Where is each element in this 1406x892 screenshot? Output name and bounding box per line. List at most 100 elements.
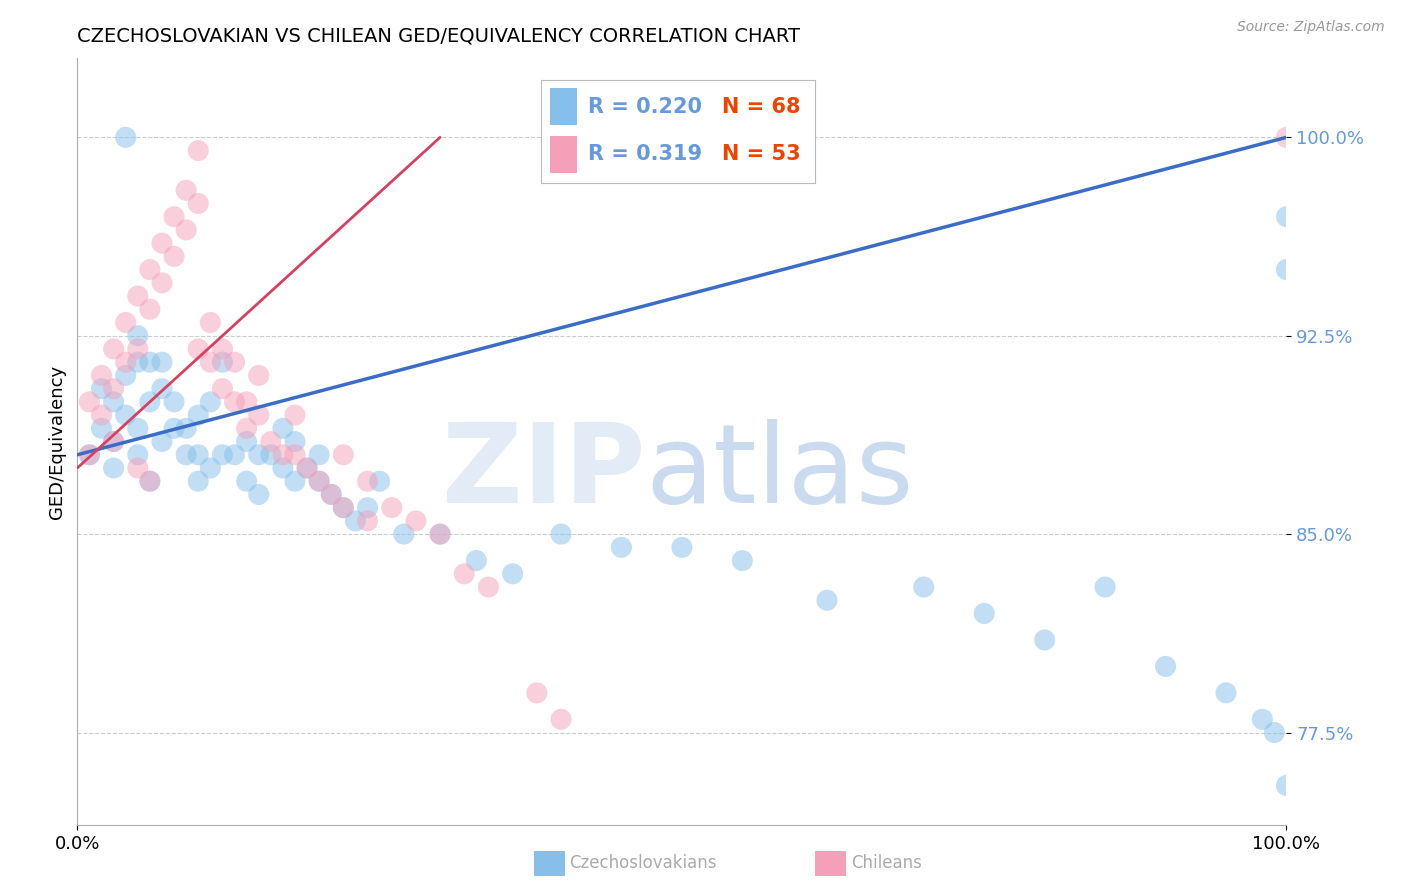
Point [163, 395, 186, 409]
Point [79, 448, 101, 462]
Point [174, 183, 197, 197]
Point [139, 395, 162, 409]
Point [465, 553, 488, 567]
Point [114, 355, 136, 369]
Point [247, 408, 270, 422]
Point [260, 448, 283, 462]
Point [1275, 779, 1298, 793]
Text: Czechoslovakians: Czechoslovakians [569, 855, 717, 872]
Point [163, 249, 186, 263]
Point [114, 130, 136, 145]
Text: N = 68: N = 68 [723, 97, 801, 117]
Point [235, 434, 257, 449]
Point [284, 434, 307, 449]
Point [1263, 725, 1285, 739]
Point [90, 382, 112, 396]
Point [90, 421, 112, 435]
Point [103, 342, 125, 356]
Point [247, 448, 270, 462]
Point [103, 382, 125, 396]
Text: Chileans: Chileans [851, 855, 921, 872]
Point [550, 527, 572, 541]
Point [79, 448, 101, 462]
Point [502, 566, 524, 581]
Point [550, 712, 572, 726]
Point [187, 408, 209, 422]
Point [235, 421, 257, 435]
Point [127, 448, 149, 462]
Point [477, 580, 499, 594]
Point [973, 607, 995, 621]
Point [150, 434, 173, 449]
Point [332, 500, 354, 515]
Point [139, 474, 162, 488]
Point [671, 541, 693, 555]
Point [90, 408, 112, 422]
Bar [550, 136, 576, 173]
Point [187, 144, 209, 158]
Point [260, 434, 283, 449]
Point [1251, 712, 1274, 726]
Point [211, 448, 233, 462]
Point [284, 408, 307, 422]
Point [200, 395, 222, 409]
Y-axis label: GED/Equivalency: GED/Equivalency [48, 365, 66, 518]
Point [344, 514, 367, 528]
Point [114, 408, 136, 422]
Point [174, 421, 197, 435]
Point [429, 527, 451, 541]
Point [308, 448, 330, 462]
Point [271, 421, 294, 435]
Point [127, 461, 149, 475]
Point [187, 196, 209, 211]
Point [405, 514, 427, 528]
Point [429, 527, 451, 541]
Point [127, 342, 149, 356]
Point [224, 395, 246, 409]
Point [127, 355, 149, 369]
Point [295, 461, 318, 475]
Point [271, 448, 294, 462]
Point [224, 448, 246, 462]
Point [1154, 659, 1177, 673]
Point [392, 527, 415, 541]
Point [815, 593, 838, 607]
Point [139, 302, 162, 317]
Text: atlas: atlas [645, 418, 914, 525]
Point [127, 328, 149, 343]
Point [187, 448, 209, 462]
Point [127, 289, 149, 303]
Point [235, 474, 257, 488]
Point [321, 487, 343, 501]
Point [79, 395, 101, 409]
Point [526, 686, 548, 700]
Point [1094, 580, 1116, 594]
Point [150, 382, 173, 396]
Point [1275, 210, 1298, 224]
Point [174, 223, 197, 237]
Point [211, 342, 233, 356]
Point [163, 421, 186, 435]
Point [1033, 632, 1056, 647]
Point [163, 210, 186, 224]
Point [114, 316, 136, 330]
Point [103, 461, 125, 475]
Point [139, 355, 162, 369]
Point [187, 474, 209, 488]
Point [139, 262, 162, 277]
Point [247, 368, 270, 383]
Point [356, 500, 378, 515]
Point [235, 395, 257, 409]
Point [114, 368, 136, 383]
Point [271, 461, 294, 475]
Point [321, 487, 343, 501]
Point [224, 355, 246, 369]
Point [200, 355, 222, 369]
Point [731, 553, 754, 567]
Point [1275, 130, 1298, 145]
Point [127, 421, 149, 435]
Point [284, 448, 307, 462]
Point [211, 355, 233, 369]
Point [610, 541, 633, 555]
Point [332, 500, 354, 515]
